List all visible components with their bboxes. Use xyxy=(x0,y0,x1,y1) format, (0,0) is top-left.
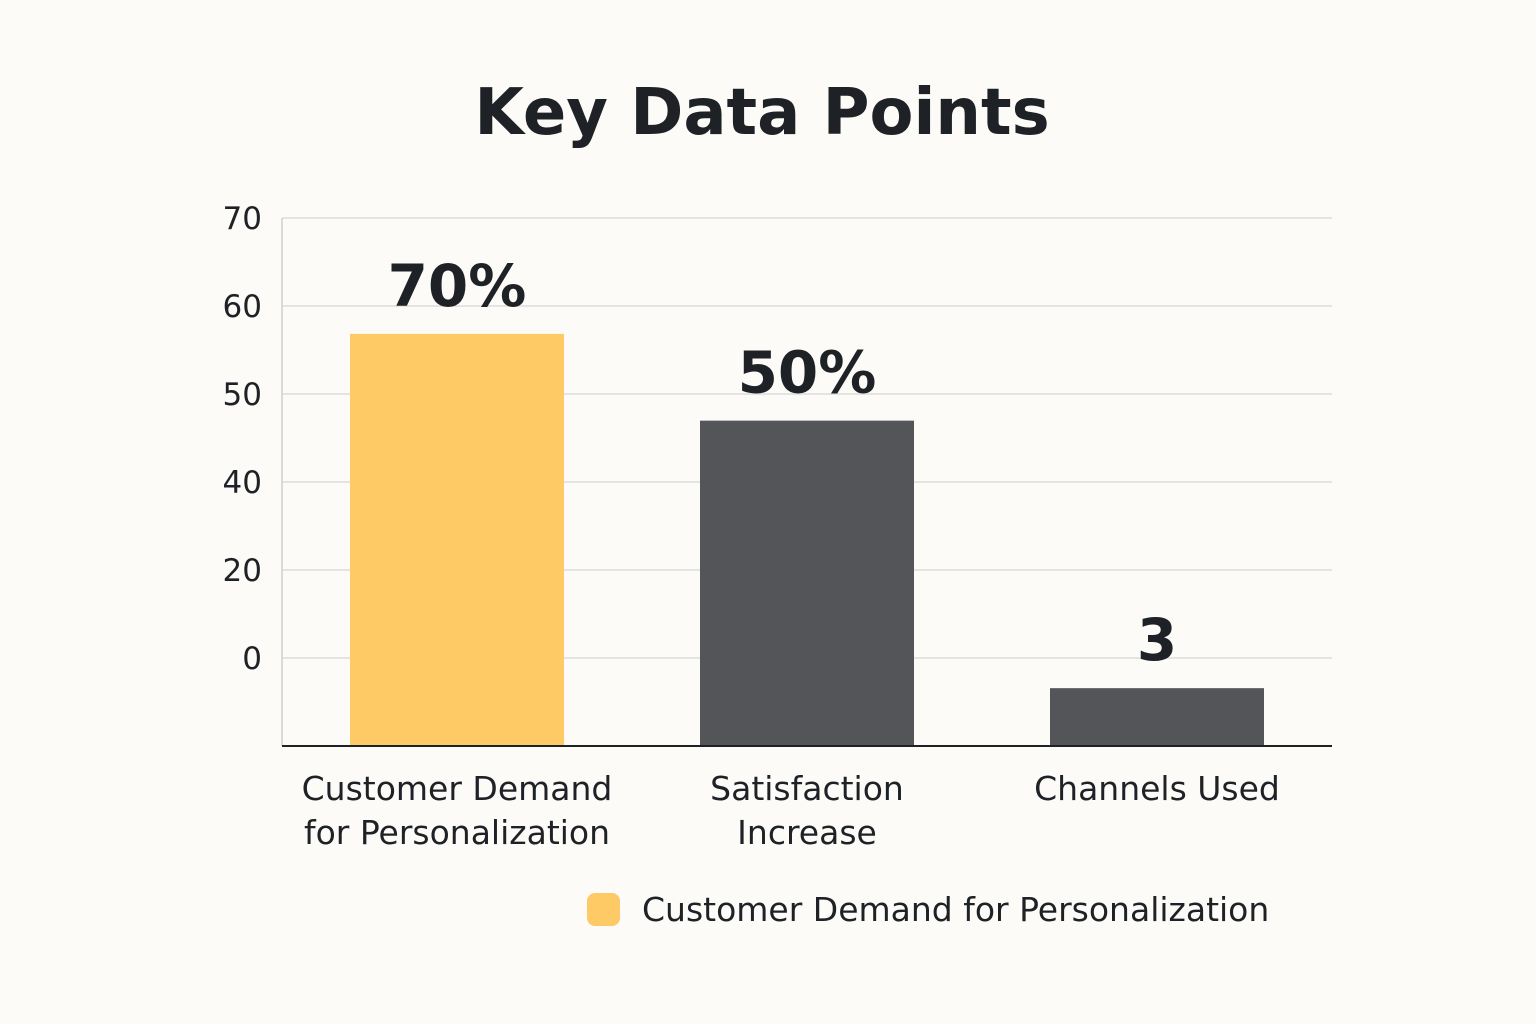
value-labels: 70% 50% 3 xyxy=(388,252,1178,674)
y-tick-label: 40 xyxy=(223,465,262,501)
bars xyxy=(350,333,1264,746)
x-tick-label: for Personalization xyxy=(304,813,610,852)
x-tick-label: Increase xyxy=(737,813,877,852)
legend-label: Customer Demand for Personalization xyxy=(642,890,1269,929)
bar xyxy=(1050,688,1264,746)
legend-swatch xyxy=(587,893,620,926)
y-tick-label: 50 xyxy=(223,377,262,413)
x-tick-label: Customer Demand xyxy=(302,769,613,808)
bar xyxy=(700,420,914,746)
data-label: 70% xyxy=(388,252,527,320)
axes xyxy=(281,218,1332,747)
y-tick-label: 60 xyxy=(223,289,262,325)
y-tick-label: 70 xyxy=(223,201,262,237)
category-labels: Customer Demand for Personalization Satisf… xyxy=(302,769,1280,852)
x-tick-label: Satisfaction xyxy=(710,769,904,808)
legend: Customer Demand for Personalization xyxy=(587,890,1269,929)
y-tick-label: 0 xyxy=(242,641,262,677)
bar xyxy=(350,333,564,746)
data-label: 50% xyxy=(738,339,877,407)
y-tick-label: 20 xyxy=(223,553,262,589)
y-axis-ticks: 70 60 50 40 20 0 xyxy=(223,201,262,677)
data-label: 3 xyxy=(1137,606,1177,674)
x-tick-label: Channels Used xyxy=(1034,769,1280,808)
chart-title: Key Data Points xyxy=(474,76,1049,150)
